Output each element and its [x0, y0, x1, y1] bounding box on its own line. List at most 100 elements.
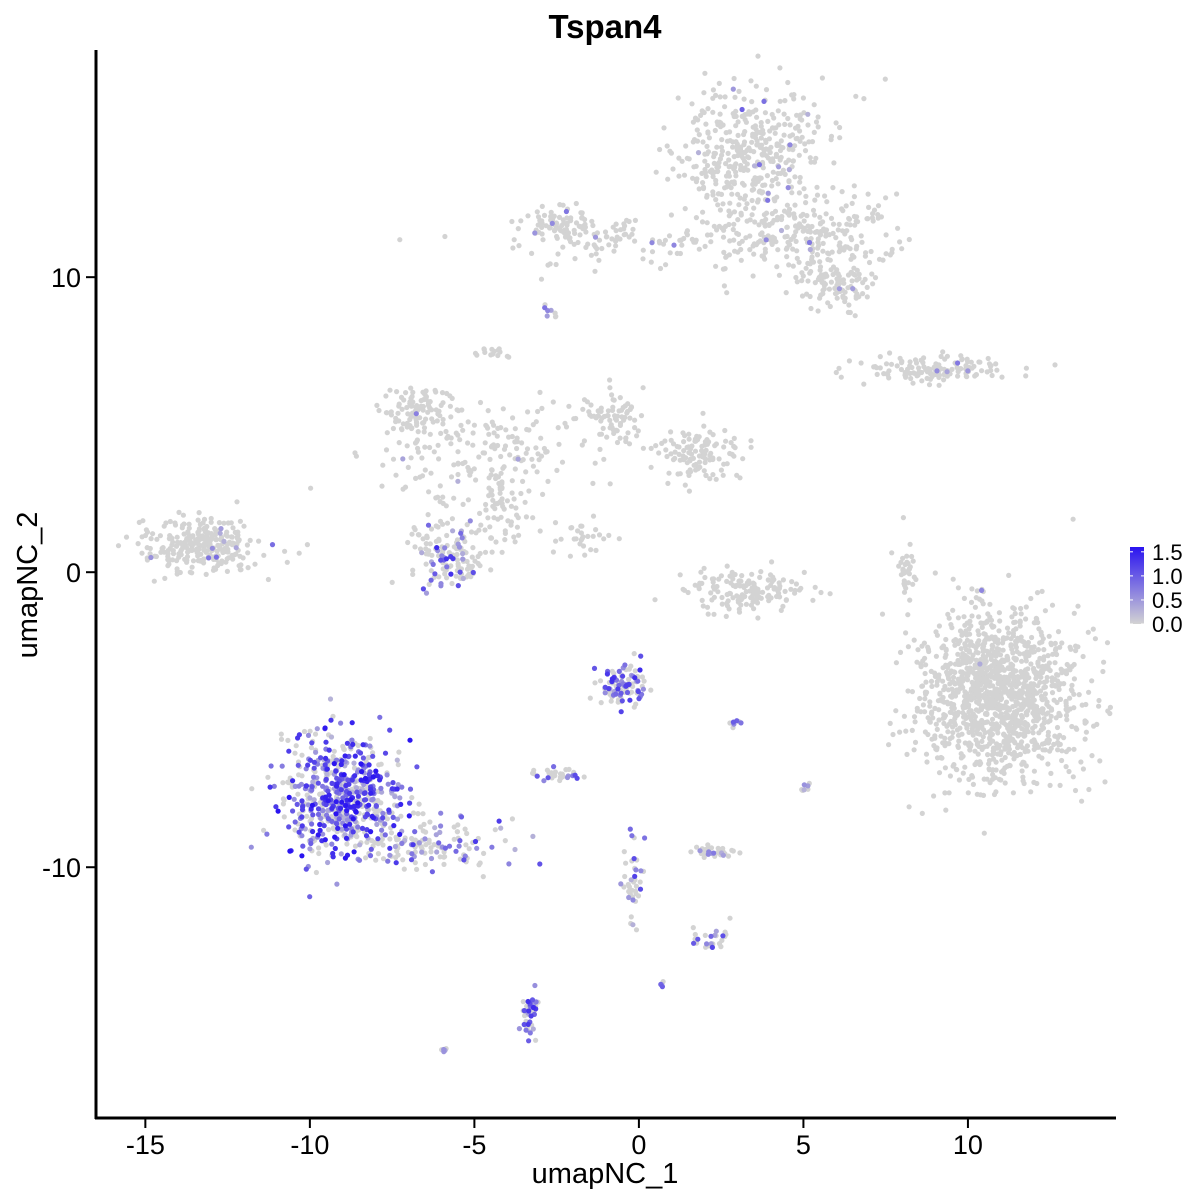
cell-point [1017, 731, 1023, 737]
cell-point [1002, 685, 1009, 692]
cell-point [622, 873, 628, 880]
cell-point [282, 548, 288, 554]
cell-point [1019, 638, 1025, 644]
cell-point [798, 213, 804, 219]
cell-point [637, 886, 644, 892]
cell-point [537, 861, 543, 867]
cell-point [362, 775, 369, 782]
cell-point [740, 456, 746, 462]
cell-point [957, 725, 963, 731]
cell-point [844, 221, 850, 227]
cell-point [189, 547, 196, 553]
cell-point [1015, 718, 1022, 724]
cell-point [776, 272, 783, 278]
cell-point [841, 247, 847, 253]
cell-point [956, 738, 962, 744]
cell-point [700, 603, 706, 609]
cell-point [712, 127, 718, 134]
cell-point [370, 774, 376, 780]
cell-point [322, 762, 328, 768]
cell-point [586, 409, 592, 415]
cell-point [730, 111, 736, 117]
cell-point [799, 278, 805, 284]
cell-point [355, 800, 361, 806]
cell-point [382, 832, 388, 838]
cell-point [897, 649, 904, 656]
cell-point [459, 535, 465, 541]
cell-point [736, 240, 743, 247]
cell-point [398, 801, 404, 808]
cell-point [854, 291, 860, 297]
cell-point [715, 191, 721, 197]
cell-point [640, 445, 647, 451]
cell-point [955, 366, 961, 372]
cell-point [808, 236, 814, 242]
cell-point [945, 664, 951, 671]
cell-point [997, 674, 1003, 680]
cell-point [320, 783, 326, 789]
cell-point [758, 123, 764, 129]
cell-point [423, 842, 429, 848]
cell-point [1068, 687, 1074, 693]
cell-point [628, 689, 635, 695]
cell-point [756, 222, 762, 228]
cell-point [333, 799, 339, 805]
cell-point [587, 695, 593, 701]
cell-point [730, 226, 736, 233]
cell-point [186, 521, 192, 527]
cell-point [710, 87, 717, 93]
cell-point [435, 411, 441, 417]
cell-point [470, 442, 476, 448]
cell-point [799, 293, 806, 299]
cell-point [1074, 726, 1080, 732]
cell-point [666, 470, 672, 476]
cell-point [1064, 708, 1070, 714]
cell-point [962, 641, 968, 647]
cell-point [992, 746, 998, 752]
cell-point [606, 532, 612, 539]
cell-point [675, 95, 681, 101]
cell-point [491, 348, 497, 354]
cell-point [667, 250, 673, 256]
cell-point [602, 690, 608, 696]
cell-point [559, 222, 565, 229]
cell-point [315, 832, 321, 838]
cell-point [637, 667, 643, 673]
cell-point [1039, 588, 1045, 595]
cell-point [700, 184, 707, 190]
cell-point [1001, 658, 1007, 665]
cell-point [863, 250, 869, 256]
cell-point [151, 578, 157, 584]
cell-point [743, 589, 749, 595]
cell-point [1024, 683, 1030, 689]
cell-point [842, 298, 848, 305]
cell-point [554, 235, 560, 241]
cell-point [1057, 782, 1063, 789]
cell-point [727, 129, 733, 135]
cell-point [465, 440, 471, 446]
cell-point [888, 361, 895, 367]
cell-point [1096, 703, 1102, 709]
cell-point [315, 780, 321, 786]
cell-point [1048, 770, 1054, 777]
cell-point [382, 750, 389, 756]
cell-point [715, 202, 721, 208]
cell-point [413, 411, 419, 417]
cell-point [883, 361, 890, 367]
cell-point [824, 199, 830, 205]
cell-point [465, 497, 471, 503]
cell-point [1063, 700, 1069, 706]
cell-point [564, 220, 570, 226]
cell-point [245, 550, 251, 556]
cell-point [332, 834, 338, 840]
cell-point [412, 837, 418, 843]
cell-point [785, 115, 791, 122]
cell-point [454, 829, 460, 835]
cell-point [313, 749, 319, 755]
cell-point [898, 559, 904, 566]
cell-point [720, 266, 727, 272]
cell-point [843, 228, 849, 234]
cell-point [851, 183, 857, 189]
cell-point [979, 624, 985, 631]
cell-point [419, 473, 426, 479]
